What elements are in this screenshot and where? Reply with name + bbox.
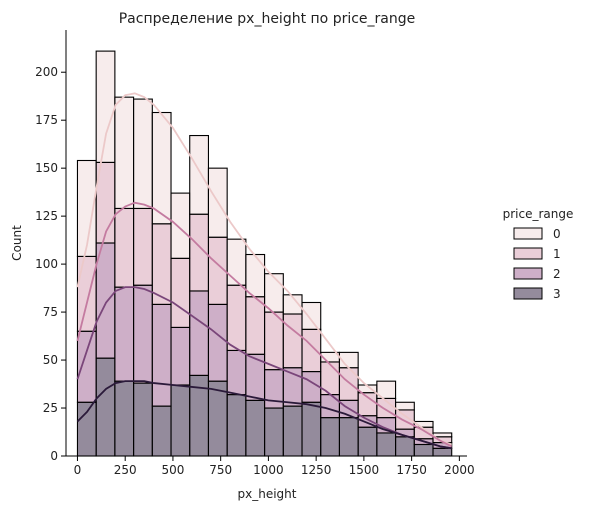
bar-series-3-bin-13 [320, 417, 340, 457]
legend-swatch-2 [513, 267, 543, 280]
bar-series-0-bin-5 [170, 192, 191, 259]
bar-series-3-bin-4 [151, 405, 172, 457]
y-tick-label-175: 175 [35, 113, 58, 127]
bar-series-3-bin-9 [245, 399, 266, 457]
bar-series-1-bin-14 [338, 367, 359, 401]
bar-series-1-bin-4 [151, 223, 172, 305]
y-tick-label-150: 150 [35, 161, 58, 175]
bar-series-2-bin-5 [170, 326, 191, 386]
kde-line-2 [76, 286, 452, 450]
bar-series-2-bin-2 [114, 286, 135, 382]
bar-series-3-bin-0 [76, 401, 97, 457]
bar-series-3-bin-15 [357, 426, 378, 457]
legend-label-2: 2 [553, 267, 561, 281]
x-tick-label-250: 250 [114, 463, 137, 477]
bar-series-0-bin-16 [376, 380, 397, 399]
bar-series-3-bin-11 [282, 405, 303, 457]
bar-series-1-bin-10 [264, 311, 284, 371]
bar-series-0-bin-9 [245, 253, 266, 298]
bar-series-3-bin-17 [395, 436, 415, 457]
bar-series-3-bin-3 [133, 382, 153, 457]
x-axis-label: px_height [238, 487, 297, 501]
bar-series-3-bin-14 [338, 417, 359, 457]
x-tick-label-500: 500 [161, 463, 184, 477]
y-tick-label-125: 125 [35, 209, 58, 223]
bar-series-2-bin-1 [95, 242, 116, 359]
chart-title: Распределение px_height по price_range [119, 11, 416, 27]
bar-series-2-bin-4 [151, 303, 172, 407]
bar-series-0-bin-12 [301, 301, 322, 330]
bar-series-3-bin-2 [114, 380, 135, 457]
bar-series-0-bin-18 [413, 420, 434, 428]
legend: price_range 0 1 2 3 [503, 207, 574, 301]
plot-area [76, 50, 453, 457]
y-axis-label: Count [10, 225, 24, 261]
x-tick-label-1500: 1500 [349, 463, 380, 477]
x-tick-label-750: 750 [209, 463, 232, 477]
bar-series-1-bin-2 [114, 207, 135, 288]
kde-layer [76, 92, 453, 450]
bar-series-1-bin-5 [170, 257, 191, 328]
kde-line-1 [76, 201, 453, 448]
legend-label-3: 3 [553, 287, 561, 301]
y-tick-label-100: 100 [35, 257, 58, 271]
x-tick-label-1750: 1750 [396, 463, 427, 477]
legend-label-1: 1 [553, 247, 561, 261]
bar-series-0-bin-1 [95, 50, 116, 163]
bar-series-3-bin-10 [264, 407, 284, 457]
legend-swatch-1 [513, 247, 543, 260]
bar-series-0-bin-2 [114, 96, 135, 210]
x-tick-label-2000: 2000 [444, 463, 475, 477]
bar-series-2-bin-3 [133, 284, 153, 384]
y-tick-label-75: 75 [43, 305, 58, 319]
bar-series-3-bin-5 [170, 384, 191, 457]
bar-series-3-bin-19 [432, 447, 453, 457]
bar-series-1-bin-11 [282, 313, 303, 369]
legend-label-0: 0 [553, 227, 561, 241]
bar-series-1-bin-12 [301, 328, 322, 373]
x-tick-label-1000: 1000 [253, 463, 284, 477]
y-tick-label-50: 50 [43, 353, 58, 367]
bar-series-0-bin-6 [189, 134, 210, 215]
bar-series-3-bin-18 [413, 443, 434, 457]
bar-series-1-bin-9 [245, 296, 266, 355]
bar-series-0-bin-19 [432, 432, 453, 438]
bar-series-1-bin-3 [133, 207, 153, 286]
x-tick-label-0: 0 [74, 463, 82, 477]
bar-series-1-bin-0 [76, 255, 97, 332]
legend-title: price_range [503, 207, 574, 221]
bar-series-3-bin-1 [95, 357, 116, 457]
legend-swatch-0 [513, 227, 543, 240]
bar-series-3-bin-16 [376, 432, 397, 457]
bar-series-2-bin-13 [320, 394, 340, 419]
bar-series-3-bin-8 [226, 394, 247, 457]
bar-series-1-bin-8 [226, 284, 247, 352]
y-tick-label-25: 25 [43, 401, 58, 415]
y-tick-label-200: 200 [35, 65, 58, 79]
y-tick-label-0: 0 [50, 449, 58, 463]
legend-swatch-3 [513, 287, 543, 300]
bar-series-0-bin-3 [133, 98, 153, 210]
bar-series-3-bin-12 [301, 401, 322, 457]
bar-series-0-bin-17 [395, 401, 415, 411]
bar-series-0-bin-8 [226, 238, 247, 286]
axes-layer: 0 250 500 750 1000 1250 1500 1750 2000 0 25 50 75 100… [35, 30, 475, 477]
bar-series-2-bin-0 [76, 330, 97, 403]
x-tick-label-1250: 1250 [301, 463, 332, 477]
bar-series-2-bin-6 [189, 290, 210, 376]
kde-line-0 [76, 92, 453, 446]
bar-series-2-bin-7 [207, 303, 228, 382]
kde-line-3 [76, 380, 452, 450]
bar-series-0-bin-4 [151, 111, 172, 225]
bar-series-2-bin-8 [226, 349, 247, 396]
